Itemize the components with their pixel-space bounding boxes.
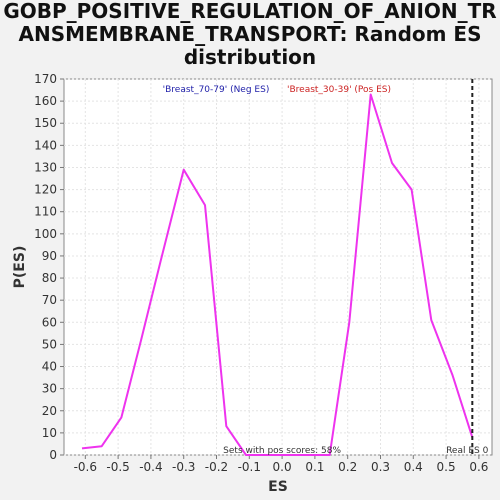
overlay-group: Real ES 0 Sets with pos scores: 58% 'Breas… xyxy=(163,79,489,456)
x-tick-label: -0.1 xyxy=(238,460,261,474)
y-tick-label: 10 xyxy=(42,426,57,440)
axis-ticks: -0.6 -0.5 -0.4 -0.3 -0.2 -0.1 0.0 0.1 0.2 0.3 0.4 0… xyxy=(34,72,488,474)
y-tick-label: 170 xyxy=(34,72,57,86)
x-tick-label: -0.4 xyxy=(139,460,162,474)
y-tick-label: 80 xyxy=(42,271,57,285)
real-es-label: Real ES 0 xyxy=(446,446,489,456)
y-tick-label: 130 xyxy=(34,160,57,174)
x-tick-label: -0.3 xyxy=(172,460,195,474)
y-tick-label: 20 xyxy=(42,404,57,418)
plot-area xyxy=(63,78,493,456)
x-tick-label: 0.0 xyxy=(273,460,292,474)
y-tick-label: 60 xyxy=(42,315,57,329)
title-line-3: distribution xyxy=(183,45,317,69)
y-tick-label: 40 xyxy=(42,360,57,374)
y-tick-label: 70 xyxy=(42,293,57,307)
x-tick-label: -0.2 xyxy=(205,460,228,474)
y-tick-label: 160 xyxy=(34,94,57,108)
y-axis-label: P(ES) xyxy=(12,246,28,289)
y-tick-label: 90 xyxy=(42,249,57,263)
x-axis-label: ES xyxy=(268,479,288,495)
y-tick-label: 150 xyxy=(34,116,57,130)
pos-score-annotation: Sets with pos scores: 58% xyxy=(223,446,341,456)
y-tick-label: 50 xyxy=(42,337,57,351)
x-tick-label: 0.1 xyxy=(305,460,324,474)
title-line-1: GOBP_POSITIVE_REGULATION_OF_ANION_TR xyxy=(3,0,497,23)
y-tick-label: 110 xyxy=(34,205,57,219)
x-tick-label: -0.6 xyxy=(74,460,97,474)
y-tick-label: 140 xyxy=(34,138,57,152)
x-tick-label: 0.3 xyxy=(371,460,390,474)
series-group xyxy=(81,93,474,456)
y-tick-label: 100 xyxy=(34,227,57,241)
legend-pos-es: 'Breast_30-39' (Pos ES) xyxy=(287,85,391,95)
chart-title: GOBP_POSITIVE_REGULATION_OF_ANION_TR ANS… xyxy=(0,0,500,69)
y-tick-label: 30 xyxy=(42,382,57,396)
x-tick-label: 0.5 xyxy=(437,460,456,474)
es-distribution-line xyxy=(81,93,474,456)
y-tick-label: 120 xyxy=(34,183,57,197)
y-tick-label: 0 xyxy=(49,448,57,462)
legend-neg-es: 'Breast_70-79' (Neg ES) xyxy=(163,85,270,95)
x-tick-label: 0.4 xyxy=(404,460,423,474)
x-tick-label: -0.5 xyxy=(106,460,129,474)
title-line-2: ANSMEMBRANE_TRANSPORT: Random ES xyxy=(18,22,482,46)
x-tick-label: 0.2 xyxy=(338,460,357,474)
x-tick-label: 0.6 xyxy=(469,460,488,474)
